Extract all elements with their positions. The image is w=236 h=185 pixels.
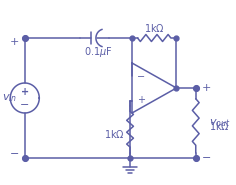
Text: 1k$\Omega$: 1k$\Omega$ [144, 22, 165, 34]
Text: +: + [21, 87, 29, 97]
Text: −: − [202, 153, 211, 163]
Text: 1k$\Omega$: 1k$\Omega$ [209, 120, 230, 132]
Text: 1k$\Omega$: 1k$\Omega$ [104, 128, 125, 140]
Text: $v_{out}$: $v_{out}$ [209, 117, 231, 129]
Text: −: − [137, 71, 145, 82]
Text: +: + [137, 95, 145, 105]
Text: −: − [10, 149, 19, 159]
Text: +: + [10, 37, 19, 47]
Text: 0.1$\mu$F: 0.1$\mu$F [84, 45, 113, 59]
Text: +: + [202, 83, 211, 93]
Text: $v_{in}$: $v_{in}$ [2, 92, 17, 104]
Text: −: − [20, 100, 30, 110]
